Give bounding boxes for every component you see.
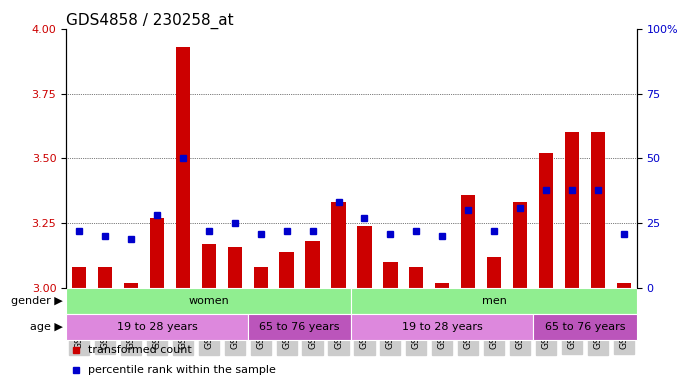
Bar [280,252,294,288]
Bar [98,267,112,288]
Text: 65 to 76 years: 65 to 76 years [260,322,340,332]
Bar [357,226,372,288]
Text: percentile rank within the sample: percentile rank within the sample [88,365,276,375]
Text: men: men [482,296,507,306]
Bar [150,218,164,288]
Text: age ▶: age ▶ [30,322,63,332]
Text: women: women [189,296,229,306]
Text: 65 to 76 years: 65 to 76 years [545,322,625,332]
Bar [66,288,351,314]
Text: 19 to 28 years: 19 to 28 years [402,322,482,332]
Bar [565,132,579,288]
Bar [383,262,397,288]
Bar [228,247,242,288]
Text: GDS4858 / 230258_at: GDS4858 / 230258_at [66,13,234,29]
Bar [253,267,268,288]
Bar [248,314,351,340]
Bar [351,288,637,314]
Bar [124,283,138,288]
Bar [306,241,319,288]
Bar [591,132,605,288]
Bar [435,283,450,288]
Bar [487,257,501,288]
Bar [175,47,190,288]
Bar [409,267,423,288]
Text: gender ▶: gender ▶ [11,296,63,306]
Bar [331,202,346,288]
Bar [202,244,216,288]
Bar [533,314,637,340]
Bar [72,267,86,288]
Text: transformed count: transformed count [88,345,191,355]
Bar [351,314,533,340]
Bar [539,153,553,288]
Bar [513,202,528,288]
Text: 19 to 28 years: 19 to 28 years [116,322,197,332]
Bar [617,283,631,288]
Bar [461,195,475,288]
Bar [66,314,248,340]
